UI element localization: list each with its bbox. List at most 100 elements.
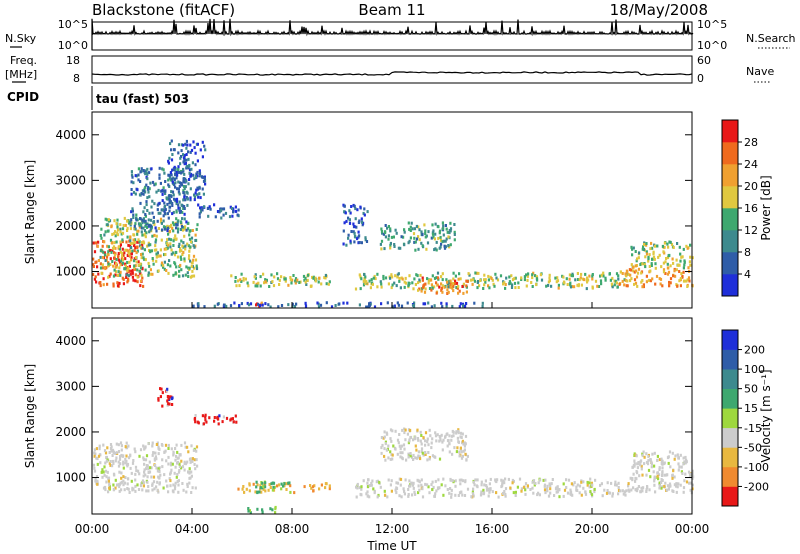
- data-region-6: [355, 477, 631, 499]
- nave-tick-bottom: 0: [697, 72, 704, 85]
- vel-cbar-tick-label-2: -50: [744, 441, 762, 454]
- velocity-data: [92, 387, 695, 515]
- freq-tick-top: 18: [66, 54, 80, 67]
- nsearch-label: N.Search: [746, 32, 796, 45]
- ytick-label-0: 1000: [55, 265, 86, 279]
- vel-cbar-swatch-3: [722, 427, 738, 448]
- xaxis-label: Time UT: [366, 539, 417, 553]
- vel-cbar-tick-label-6: 100: [744, 363, 765, 376]
- velocity-colorbar: -200 -100 -50 -15 15 50 100 200: [721, 329, 769, 507]
- power-cbar-tick-label-5: 24: [744, 158, 758, 171]
- xtick-label-1: 04:00: [175, 522, 210, 536]
- vel-cbar-tick-label-5: 50: [744, 383, 758, 396]
- power-ylabel: Slant Range [km]: [23, 160, 37, 264]
- vel-cbar-swatch-0: [722, 486, 738, 507]
- freq-trace: [91, 71, 693, 76]
- data-region-13: [618, 267, 694, 289]
- data-region-3: [237, 482, 331, 495]
- data-region-9: [417, 276, 469, 295]
- vel-cbar-swatch-7: [722, 349, 738, 370]
- power-cbar-swatch-2: [722, 230, 738, 253]
- ytick-label-1: 2000: [55, 425, 86, 439]
- power-colorbar-label: Power [dB]: [759, 175, 773, 240]
- date-title: 18/May/2008: [610, 1, 708, 19]
- nsky-tick-bottom: 10^0: [58, 39, 88, 52]
- power-yticks: 1000 2000 3000 4000: [55, 128, 692, 279]
- vel-cbar-swatch-8: [722, 330, 738, 350]
- freq-line: [91, 71, 693, 76]
- xtick-label-2: 08:00: [275, 522, 310, 536]
- power-cbar-tick-label-6: 28: [744, 136, 758, 149]
- xtick-label-5: 20:00: [575, 522, 610, 536]
- data-region-10: [379, 221, 456, 252]
- beam-title: Beam 11: [358, 1, 425, 19]
- power-cbar-swatch-3: [722, 208, 738, 231]
- vel-cbar-tick-label-0: -200: [744, 480, 769, 493]
- xtick-label-6: 00:00: [675, 522, 710, 536]
- freq-label: Freq.: [10, 54, 37, 67]
- freq-unit: [MHz]: [5, 68, 37, 81]
- nsky-label: N.Sky: [5, 32, 37, 45]
- velocity-ylabel: Slant Range [km]: [23, 364, 37, 468]
- nsearch-tick-bottom: 10^0: [697, 39, 727, 52]
- data-region-5: [247, 505, 277, 515]
- freq-tick-bottom: 8: [73, 72, 80, 85]
- velocity-yticks: 1000 2000 3000 4000: [55, 334, 692, 485]
- nsky-line: [91, 18, 694, 50]
- data-region-4: [197, 203, 240, 220]
- power-cbar-swatch-0: [722, 274, 738, 297]
- vel-cbar-swatch-6: [722, 369, 738, 389]
- xtick-label-4: 16:00: [475, 522, 510, 536]
- data-region-7: [380, 427, 469, 462]
- nsky-panel: 10^5 10^0 10^5 10^0 N.Sky N.Search: [5, 18, 796, 52]
- data-region-5: [230, 272, 331, 288]
- data-region-8: [354, 271, 630, 291]
- vel-cbar-swatch-2: [722, 447, 738, 468]
- power-cbar-swatch-6: [722, 142, 738, 165]
- data-region-8: [629, 450, 695, 495]
- data-region-12: [630, 240, 694, 270]
- ytick-label-3: 4000: [55, 128, 86, 142]
- cpid-label: CPID: [7, 90, 39, 104]
- vel-cbar-swatch-4: [722, 408, 738, 429]
- data-region-11: [342, 203, 369, 247]
- power-cbar-tick-label-2: 12: [744, 224, 758, 237]
- data-region-0: [92, 441, 199, 494]
- station-title: Blackstone (fitACF): [92, 1, 235, 19]
- ytick-label-1: 2000: [55, 219, 86, 233]
- power-cbar-tick-label-4: 20: [744, 180, 758, 193]
- data-region-3: [167, 139, 207, 202]
- nsky-tick-top: 10^5: [58, 18, 88, 31]
- vel-cbar-tick-label-4: 15: [744, 402, 758, 415]
- power-cbar-tick-label-0: 4: [744, 268, 751, 281]
- data-region-1: [157, 387, 174, 408]
- power-cbar-swatch-1: [722, 252, 738, 275]
- data-region-2: [129, 166, 189, 234]
- ytick-label-3: 4000: [55, 334, 86, 348]
- xtick-label-0: 00:00: [75, 522, 110, 536]
- power-data: [92, 139, 694, 309]
- vel-cbar-tick-label-3: -15: [744, 422, 762, 435]
- velocity-xticks: 00:00 04:00 08:00 12:00 16:00 20:00 00:00: [75, 302, 710, 536]
- vel-cbar-tick-label-7: 200: [744, 344, 765, 357]
- nsearch-tick-top: 10^5: [697, 18, 727, 31]
- vel-cbar-tick-label-1: -100: [744, 461, 769, 474]
- vel-cbar-swatch-1: [722, 466, 738, 487]
- velocity-panel: 1000 2000 3000 4000 00:00 04:00 08:00 12:00 16:…: [23, 302, 773, 553]
- data-region-4: [255, 480, 292, 495]
- power-cbar-swatch-5: [722, 164, 738, 187]
- nave-label: Nave: [746, 65, 774, 78]
- ytick-label-0: 1000: [55, 471, 86, 485]
- data-region-2: [193, 413, 238, 426]
- power-panel: 1000 2000 3000 4000 Slant Range [km] 4 8 12 16…: [23, 111, 773, 309]
- nsky-trace: [91, 18, 694, 50]
- power-cbar-swatch-4: [722, 186, 738, 209]
- freq-panel: 18 8 60 0 Freq. [MHz] Nave: [5, 54, 774, 85]
- vel-cbar-swatch-5: [722, 388, 738, 409]
- ytick-label-2: 3000: [55, 173, 86, 187]
- ytick-label-2: 3000: [55, 379, 86, 393]
- xtick-label-3: 12:00: [375, 522, 410, 536]
- power-cbar-swatch-7: [722, 120, 738, 143]
- cpid-value: tau (fast) 503: [96, 92, 189, 106]
